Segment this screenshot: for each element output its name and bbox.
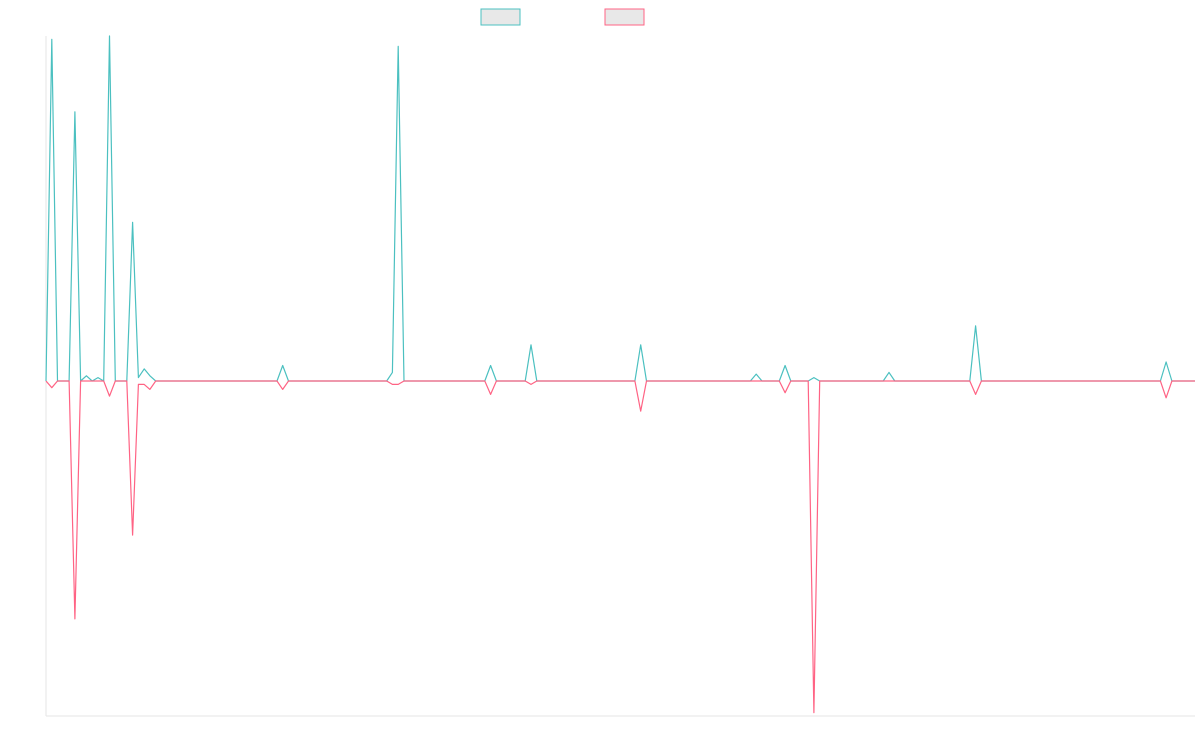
- series-line-1: [45, 35, 1195, 382]
- chart-axes: [45, 36, 1195, 717]
- series-line-2: [45, 380, 1195, 714]
- plot-area: [45, 35, 1195, 714]
- legend-swatch-1: [480, 8, 521, 26]
- legend-swatch-2: [604, 8, 645, 26]
- legend: [480, 8, 645, 26]
